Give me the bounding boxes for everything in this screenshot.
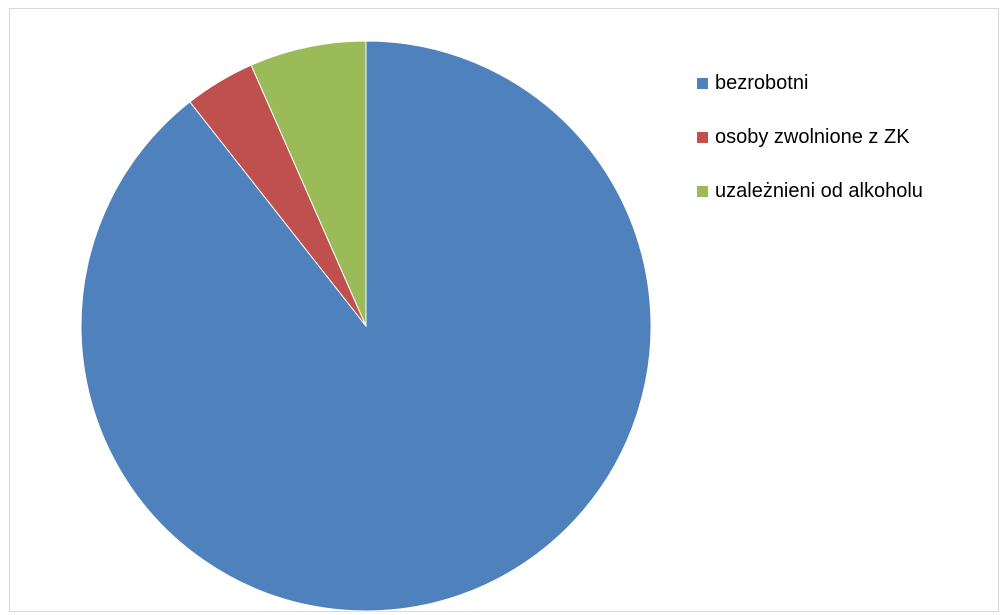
legend-swatch (697, 131, 708, 143)
legend-item-osoby-zwolnione: osoby zwolnione z ZK (697, 124, 923, 150)
pie-slice-uzaleznieni (250, 40, 367, 327)
legend-label: bezrobotni (715, 71, 809, 94)
legend-item-bezrobotni: bezrobotni (697, 70, 923, 96)
legend-swatch (697, 77, 708, 89)
legend-label: uzależnieni od alkoholu (715, 179, 923, 202)
legend: bezrobotni osoby zwolnione z ZK uzależni… (697, 70, 923, 232)
pie-slices (80, 40, 652, 612)
legend-swatch (697, 185, 708, 197)
legend-label: osoby zwolnione z ZK (715, 125, 910, 148)
legend-item-uzaleznieni: uzależnieni od alkoholu (697, 178, 923, 204)
